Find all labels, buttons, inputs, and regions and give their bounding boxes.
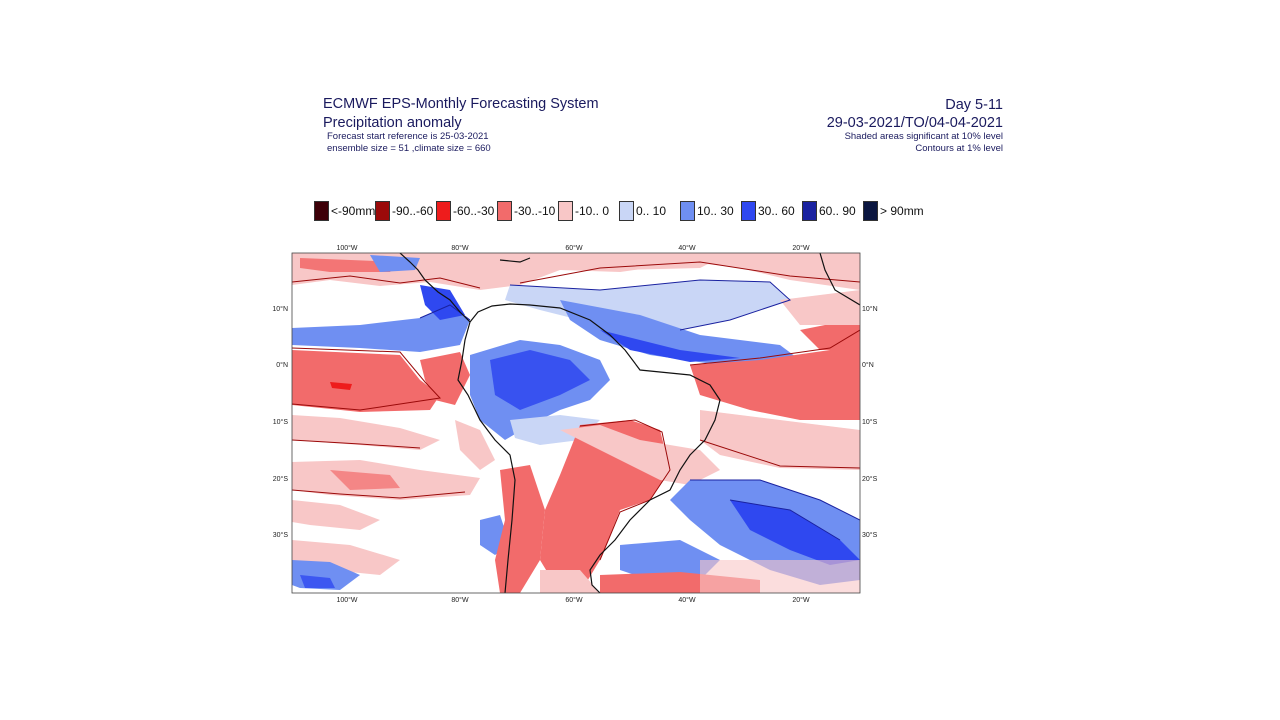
longitude-label: 80°W (451, 596, 469, 604)
longitude-label: 40°W (678, 596, 696, 604)
longitude-label: 60°W (565, 596, 583, 604)
longitude-label: 100°W (336, 596, 357, 604)
longitude-label: 80°W (451, 244, 469, 252)
legend-label: 30.. 60 (758, 204, 795, 218)
legend-label: 60.. 90 (819, 204, 856, 218)
legend-swatch (314, 201, 329, 221)
legend-swatch (375, 201, 390, 221)
legend-label: -10.. 0 (575, 204, 610, 218)
latitude-label: 30°S (273, 531, 289, 539)
chart-subtitle: Precipitation anomaly (323, 115, 462, 131)
legend-swatch (741, 201, 756, 221)
latitude-label: 20°S (862, 475, 878, 483)
latitude-label: 0°N (862, 361, 874, 369)
date-range: 29-03-2021/TO/04-04-2021 (826, 115, 1003, 131)
longitude-labels-bottom: 100°W 80°W 60°W 40°W 20°W (336, 596, 810, 604)
latitude-labels-right: 10°N 0°N 10°S 20°S 30°S (862, 305, 878, 539)
latitude-label: 10°S (862, 418, 878, 426)
legend-label: <-90mm (331, 204, 376, 218)
chart-title: ECMWF EPS-Monthly Forecasting System (323, 96, 599, 112)
contour-note: Contours at 1% level (915, 143, 1003, 154)
longitude-label: 20°W (792, 596, 810, 604)
legend-swatch (558, 201, 573, 221)
legend-label: -30..-10 (514, 204, 556, 218)
legend-swatch (802, 201, 817, 221)
legend-swatch (863, 201, 878, 221)
longitude-label: 60°W (565, 244, 583, 252)
legend-swatch (680, 201, 695, 221)
shading-note: Shaded areas significant at 10% level (844, 131, 1003, 142)
latitude-label: 10°N (862, 305, 878, 313)
latitude-label: 0°N (276, 361, 288, 369)
longitude-label: 20°W (792, 244, 810, 252)
longitude-label: 100°W (336, 244, 357, 252)
legend-swatch (497, 201, 512, 221)
legend-label: > 90mm (880, 204, 924, 218)
legend-label: 10.. 30 (697, 204, 734, 218)
latitude-labels-left: 10°N 0°N 10°S 20°S 30°S (272, 305, 288, 539)
anomaly-shading (292, 253, 860, 593)
period-label: Day 5-11 (945, 97, 1003, 113)
ensemble-info: ensemble size = 51 ,climate size = 660 (327, 143, 491, 154)
legend-label: -90..-60 (392, 204, 434, 218)
latitude-label: 30°S (862, 531, 878, 539)
latitude-label: 20°S (273, 475, 289, 483)
map-frame (291, 252, 861, 594)
legend-swatch (619, 201, 634, 221)
legend-label: 0.. 10 (636, 204, 667, 218)
forecast-reference: Forecast start reference is 25-03-2021 (327, 131, 489, 142)
coastlines (399, 253, 860, 593)
legend-swatch (436, 201, 451, 221)
legend-label: -60..-30 (453, 204, 495, 218)
longitude-label: 40°W (678, 244, 696, 252)
significance-contours (292, 261, 860, 561)
latitude-label: 10°S (273, 418, 289, 426)
latitude-label: 10°N (272, 305, 288, 313)
longitude-labels-top: 100°W 80°W 60°W 40°W 20°W (336, 244, 810, 252)
